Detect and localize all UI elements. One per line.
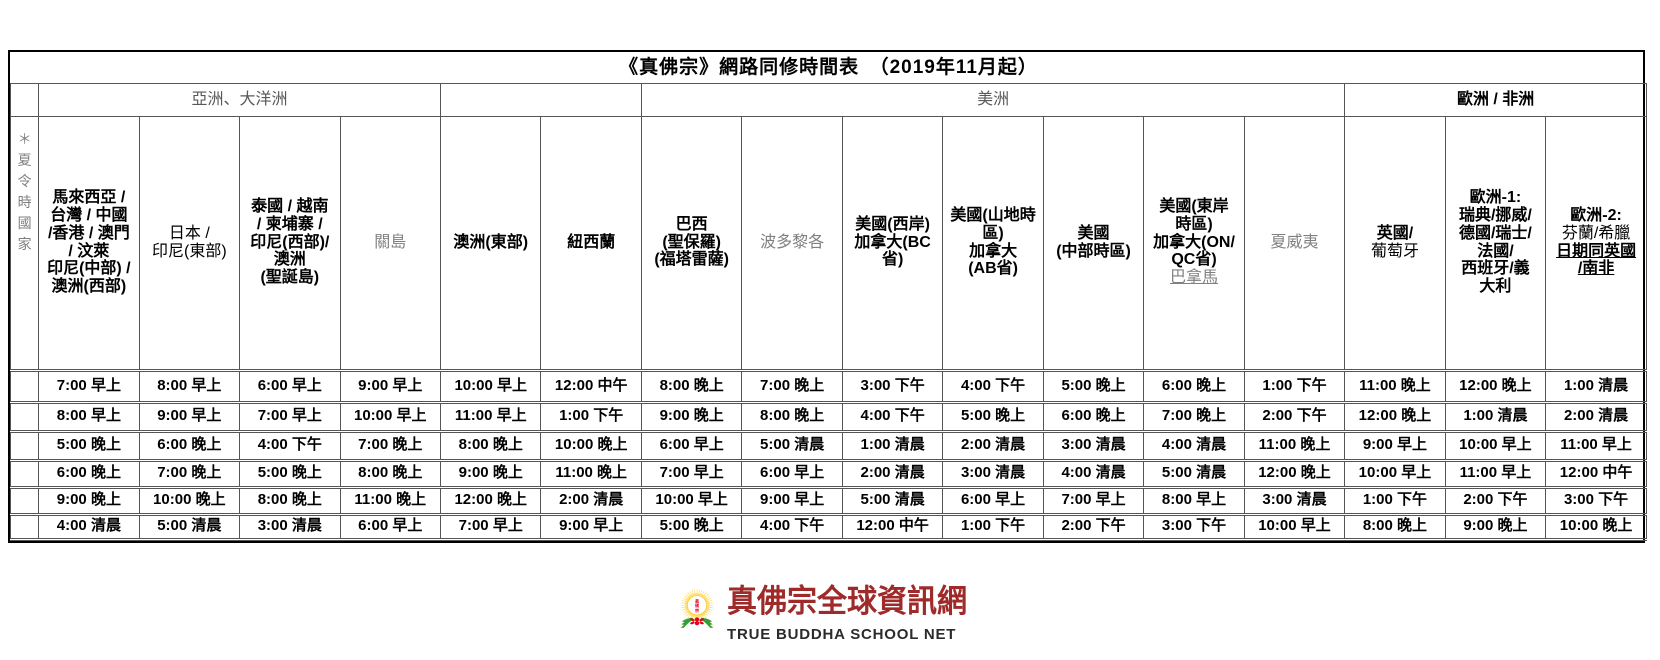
svg-text:宗: 宗 [695,607,699,613]
